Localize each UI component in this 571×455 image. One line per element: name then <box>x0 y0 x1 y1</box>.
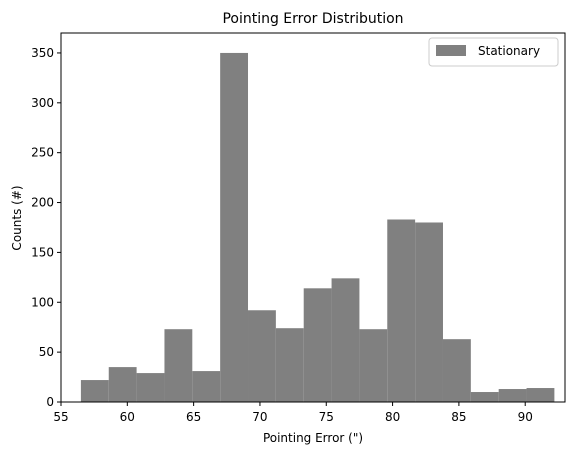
histogram-bar <box>470 392 499 402</box>
histogram-bar <box>80 380 109 402</box>
histogram-bar <box>359 329 388 402</box>
y-axis-title: Counts (#) <box>10 185 24 250</box>
y-tick-label: 250 <box>31 146 54 160</box>
histogram-bar <box>164 329 193 402</box>
y-tick-label: 100 <box>31 295 54 309</box>
histogram-bar <box>387 219 416 402</box>
histogram-bar <box>498 389 527 402</box>
x-tick-label: 65 <box>186 410 201 424</box>
histogram-bar <box>415 222 443 402</box>
histogram-bar <box>526 388 555 402</box>
chart-title: Pointing Error Distribution <box>222 11 403 27</box>
histogram-bar <box>331 278 360 402</box>
x-tick-label: 70 <box>252 410 267 424</box>
y-tick-label: 150 <box>31 245 54 259</box>
legend-swatch <box>436 45 466 56</box>
x-axis-ticks: 55 60 65 70 75 80 85 90 <box>53 402 533 424</box>
x-tick-label: 80 <box>385 410 400 424</box>
legend: Stationary <box>428 37 559 67</box>
histogram-bar <box>442 339 471 402</box>
x-tick-label: 60 <box>120 410 135 424</box>
legend-label: Stationary <box>478 44 540 58</box>
x-tick-label: 75 <box>319 410 334 424</box>
histogram-bar <box>108 367 137 402</box>
y-axis-ticks: 0 50 100 150 200 250 300 350 <box>31 46 61 409</box>
x-tick-label: 55 <box>53 410 68 424</box>
y-tick-label: 350 <box>31 46 54 60</box>
histogram-bar <box>303 288 332 402</box>
bars-group <box>80 52 555 402</box>
y-tick-label: 300 <box>31 96 54 110</box>
x-tick-label: 90 <box>518 410 533 424</box>
y-tick-label: 50 <box>39 345 54 359</box>
x-axis-title: Pointing Error (") <box>263 431 363 445</box>
x-tick-label: 85 <box>451 410 466 424</box>
y-tick-label: 0 <box>46 395 54 409</box>
histogram-bar <box>248 310 276 402</box>
histogram-bar <box>275 328 304 402</box>
plot-frame <box>60 32 566 403</box>
histogram-bar <box>192 371 221 402</box>
histogram-bar <box>220 52 249 402</box>
y-tick-label: 200 <box>31 196 54 210</box>
histogram-bar <box>136 373 165 402</box>
